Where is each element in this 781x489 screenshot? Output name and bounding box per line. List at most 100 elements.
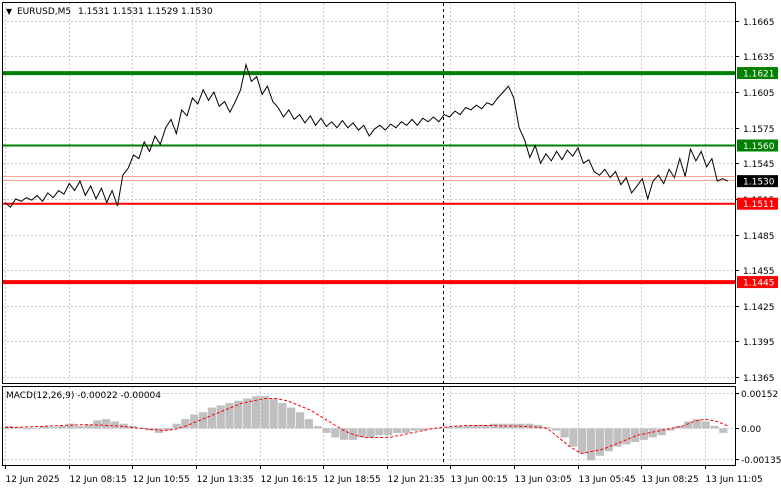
time-tick-label: 12 Jun 18:55 [324, 475, 381, 485]
price-tick-label: 1.1545 [743, 160, 775, 170]
macd-signal-line [4, 398, 729, 455]
resistance-level-label: 1.1621 [743, 70, 775, 80]
macd-histogram-bar [163, 428, 172, 431]
time-tick-label: 13 Jun 11:05 [706, 475, 763, 485]
macd-series [4, 396, 729, 461]
level-lines [3, 71, 735, 285]
macd-histogram-bar [393, 428, 402, 433]
price-tick-label: 1.1485 [743, 232, 775, 242]
time-tick-label: 12 Jun 13:35 [197, 475, 254, 485]
macd-histogram-bar [49, 427, 58, 429]
macd-histogram-bar [296, 412, 305, 429]
resistance-level-label: 1.1560 [743, 142, 775, 152]
price-tick-label: 1.1395 [743, 338, 775, 348]
macd-tick-label: 0.00152 [741, 390, 778, 400]
chart-header-symbol: EURUSD,M5 [17, 7, 71, 17]
macd-histogram-bar [701, 421, 710, 429]
price-tick-label: 1.1635 [743, 53, 775, 63]
macd-histogram-bar [498, 423, 507, 429]
macd-histogram-bar [340, 428, 349, 440]
macd-histogram-bar [472, 424, 481, 429]
macd-histogram-bar [357, 428, 366, 438]
price-tick-label: 1.1575 [743, 125, 775, 135]
macd-histogram-bar [57, 426, 67, 429]
macd-histogram-bar [31, 428, 40, 429]
macd-histogram-bar [190, 414, 199, 429]
macd-histogram-bar [437, 428, 446, 429]
macd-histogram-bar [278, 403, 287, 429]
resistance-level-tag [737, 139, 778, 152]
level-labels: 1.1621 1.1560 1.1511 1.1445 1.1530 [737, 67, 778, 289]
time-axis: 12 Jun 2025 12 Jun 08:15 12 Jun 10:55 12 Ju… [5, 465, 763, 485]
macd-histogram-bar [481, 424, 490, 429]
resistance-level-tag [737, 67, 778, 80]
macd-histogram-bar [154, 428, 164, 433]
price-pane-frame [2, 2, 736, 384]
macd-histogram-bar [322, 428, 331, 433]
macd-histogram-bar [384, 428, 393, 436]
macd-histogram-bar [313, 426, 322, 429]
macd-histogram-bar [216, 405, 225, 429]
time-tick-label: 12 Jun 2025 [6, 475, 60, 485]
macd-histogram-bar [75, 426, 84, 429]
price-tick-label: 1.1605 [743, 89, 775, 99]
macd-histogram-bar [622, 428, 631, 445]
symbol-dropdown-icon[interactable]: ▼ [6, 7, 13, 16]
macd-histogram-bar [560, 428, 569, 438]
macd-histogram-bar [234, 400, 243, 429]
macd-histogram-bar [410, 428, 419, 431]
macd-histogram-bar [84, 424, 93, 429]
support-level-label: 1.1445 [743, 279, 775, 289]
macd-histogram-bar [719, 428, 728, 433]
macd-histogram-bar [375, 428, 384, 436]
macd-histogram-bar [225, 403, 234, 429]
macd-histogram-bar [269, 398, 278, 429]
time-tick-label: 12 Jun 10:55 [133, 475, 190, 485]
time-tick-label: 12 Jun 16:15 [261, 475, 318, 485]
macd-histogram-bar [525, 423, 534, 429]
macd-histogram-bar [119, 423, 128, 429]
macd-tick-label: -0.00135 [741, 456, 781, 466]
macd-histogram-bar [207, 407, 216, 429]
macd-tick-label: 0.00 [741, 425, 761, 435]
support-level-label: 1.1511 [743, 200, 775, 210]
macd-histogram-bar [586, 428, 596, 461]
macd-histogram-bar [595, 428, 604, 456]
support-level-tag [737, 276, 778, 289]
time-tick-label: 12 Jun 21:35 [388, 475, 445, 485]
time-tick-label: 13 Jun 05:45 [579, 475, 636, 485]
price-series [4, 62, 729, 208]
macd-histogram-bar [710, 426, 719, 429]
macd-histogram-bar [551, 428, 560, 431]
macd-histogram-bar [243, 398, 252, 429]
macd-histogram-bar [578, 428, 587, 454]
macd-histogram-bar [287, 407, 296, 429]
time-tick-label: 13 Jun 03:05 [515, 475, 572, 485]
macd-histogram-bar [93, 420, 102, 429]
price-tick-label: 1.1425 [743, 303, 775, 313]
macd-histogram-bar [304, 419, 313, 429]
macd-histogram-bar [22, 428, 31, 430]
support-level-tag [737, 197, 778, 210]
time-tick-label: 13 Jun 08:25 [642, 475, 699, 485]
macd-label: MACD(12,26,9) -0.00022 -0.00004 [6, 391, 161, 401]
macd-histogram-bar [331, 428, 340, 438]
price-tick-label: 1.1455 [743, 267, 775, 277]
price-tick-label: 1.1665 [743, 18, 775, 28]
macd-histogram-bar [199, 412, 208, 429]
macd-histogram-bar [181, 419, 190, 429]
macd-histogram-bar [102, 419, 111, 429]
macd-axis: 0.00152 0.00 -0.00135 [735, 390, 781, 466]
macd-histogram-bar [463, 426, 472, 429]
macd-histogram-bar [66, 423, 75, 429]
macd-histogram-bar [419, 428, 428, 431]
current-price-tag [737, 175, 778, 188]
macd-histogram-bar [631, 428, 640, 443]
macd-histogram-bar [542, 427, 551, 429]
macd-histogram-bar [569, 428, 578, 447]
macd-histogram-bar [666, 428, 675, 431]
macd-histogram-bar [40, 426, 49, 429]
time-tick-label: 12 Jun 08:15 [70, 475, 127, 485]
price-tick-label: 1.1365 [743, 374, 775, 384]
